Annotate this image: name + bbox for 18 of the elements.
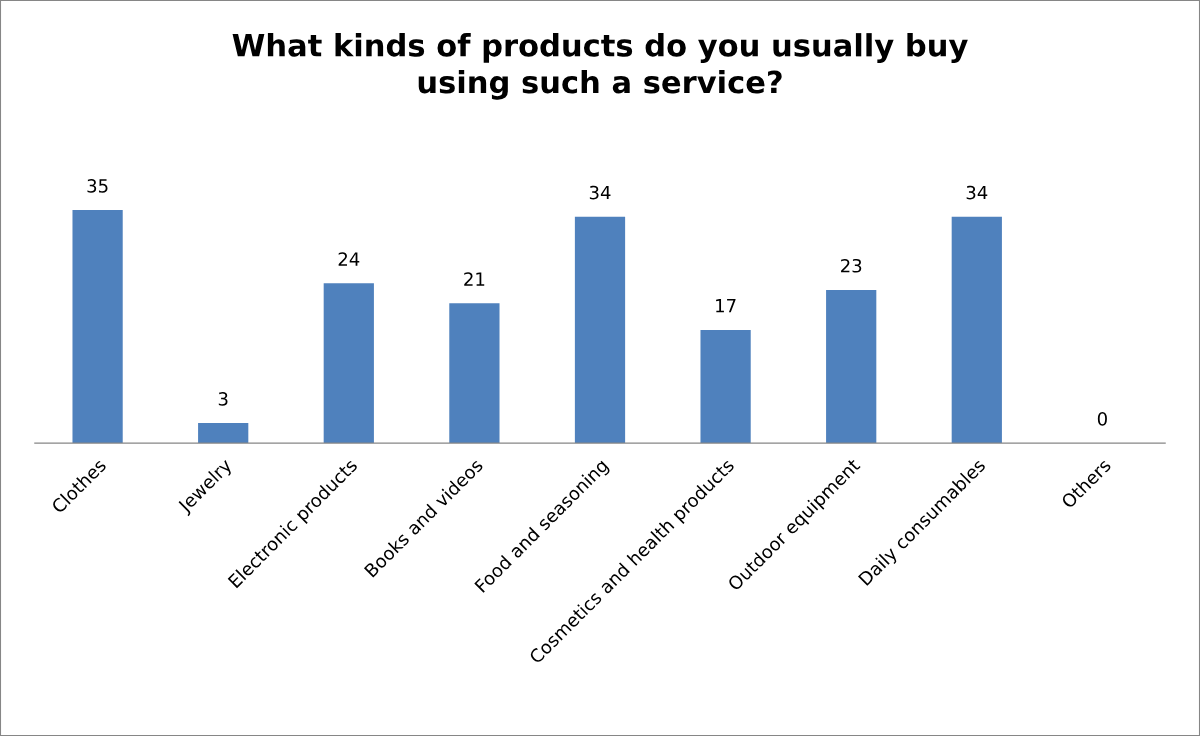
data-label: 21 (464, 272, 485, 286)
data-label: 3 (218, 392, 228, 406)
data-label: 23 (841, 258, 862, 273)
data-label: 24 (338, 252, 360, 266)
data-label: 17 (716, 299, 736, 313)
bar (700, 329, 751, 444)
data-label: 35 (87, 179, 108, 193)
bar (72, 210, 123, 444)
bar (951, 216, 1002, 444)
data-label: 34 (589, 185, 611, 200)
data-label: 34 (966, 185, 988, 200)
bar (826, 289, 877, 444)
bar (323, 283, 374, 444)
data-label: 0 (1097, 412, 1107, 426)
bar (198, 423, 249, 444)
bar (449, 303, 500, 444)
chart-title: What kinds of products do you usually buy using such a service? (232, 33, 968, 100)
bar (574, 216, 626, 444)
